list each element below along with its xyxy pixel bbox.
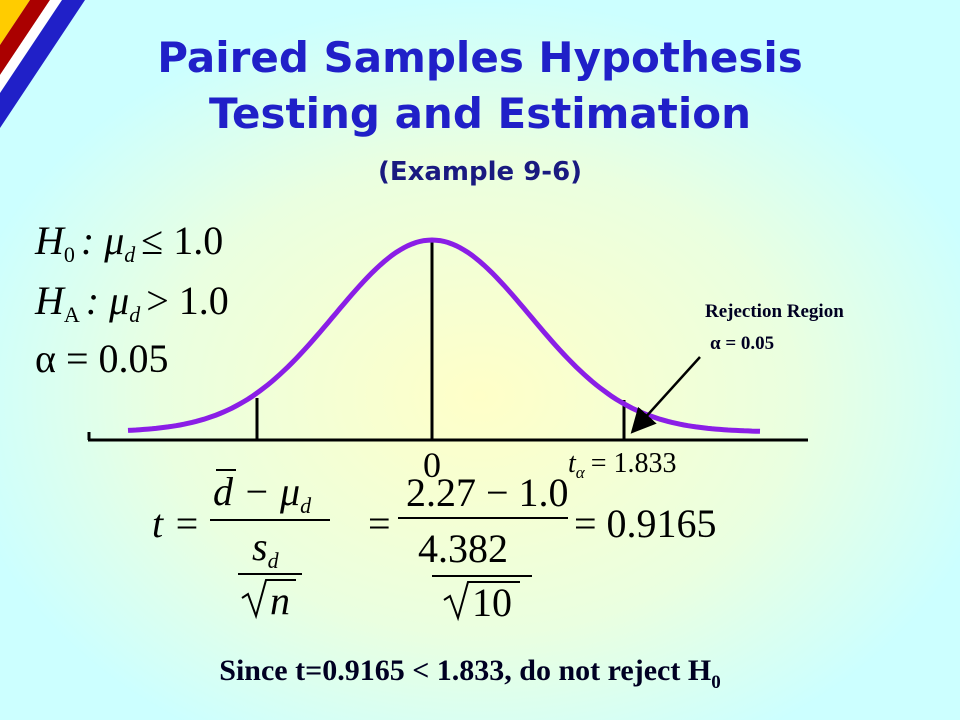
root-content: n — [270, 578, 290, 623]
denominator: sd — [252, 524, 280, 573]
value: = 1.833 — [591, 448, 677, 479]
subscript: d — [300, 493, 312, 518]
subscript: 0 — [64, 242, 75, 267]
title-line: Testing and Estimation — [209, 89, 751, 138]
symbol: H — [34, 218, 66, 263]
subscript: 0 — [711, 672, 721, 693]
subscript: d — [124, 242, 136, 267]
subscript: d — [129, 302, 141, 327]
result: = 0.9165 — [574, 501, 717, 546]
den-value: 4.382 — [418, 526, 508, 571]
rejection-label: Rejection Region — [705, 301, 844, 322]
corner-decoration — [0, 0, 85, 128]
hypothesis-alt: HA: μd > 1.0 — [34, 278, 229, 327]
subscript: α — [576, 463, 586, 482]
main: d − μ — [213, 469, 300, 514]
equals: = — [368, 501, 391, 546]
param: : μ — [86, 278, 129, 323]
rejection-alpha: α = 0.05 — [710, 333, 774, 354]
root-value: 10 — [472, 580, 512, 625]
conclusion: Since t=0.9165 < 1.833, do not reject H0 — [219, 654, 720, 693]
alpha: α = 0.05 — [35, 336, 169, 381]
symbol: H — [34, 278, 66, 323]
num-value: 2.27 − 1.0 — [406, 470, 569, 515]
relation: ≤ 1.0 — [141, 218, 223, 263]
subscript: A — [64, 302, 80, 327]
critical-label: tα = 1.833 — [568, 448, 677, 482]
center-label: 0 — [423, 445, 441, 485]
root-sign — [443, 581, 520, 622]
relation: > 1.0 — [146, 278, 229, 323]
root-sign — [241, 579, 296, 620]
symbol: t — [568, 448, 577, 479]
formula: t = d − μd sd n = 2.27 − 1.0 4.382 10 = … — [152, 469, 717, 625]
conclusion-text: Since t=0.9165 < 1.833, do not reject H — [219, 654, 711, 687]
numerator: d − μd — [213, 469, 312, 518]
title-line: Paired Samples Hypothesis — [157, 33, 803, 82]
hypothesis-null: H0: μd ≤ 1.0 — [34, 218, 223, 267]
main: s — [252, 524, 268, 569]
param: : μ — [81, 218, 124, 263]
lhs: t = — [152, 501, 200, 546]
arrow — [630, 356, 701, 434]
subscript: d — [268, 548, 280, 573]
subtitle: (Example 9-6) — [378, 157, 582, 187]
